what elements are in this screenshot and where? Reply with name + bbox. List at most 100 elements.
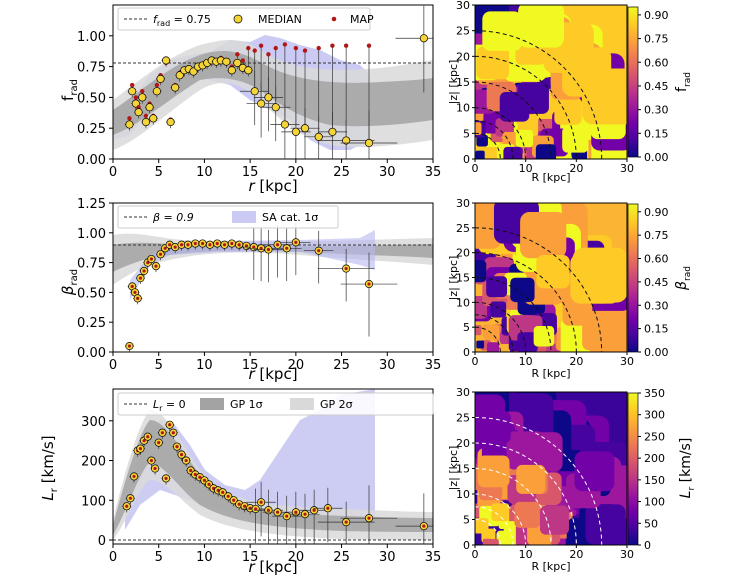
lr-map-point	[175, 445, 179, 449]
lr-y-tick-label: 0	[98, 534, 106, 549]
r2-voronoi-cell	[475, 325, 482, 336]
svg-text:SA cat. 1σ: SA cat. 1σ	[262, 211, 318, 224]
frad-median-point	[291, 127, 300, 136]
r1-voronoi-cell	[535, 144, 557, 159]
r3-colorbar-tick-label: 200	[644, 452, 665, 465]
r3-shell	[475, 506, 514, 545]
frad-y-tick-label: 0.75	[77, 61, 106, 76]
lr-y-tick-label: 200	[81, 455, 106, 470]
beta-map-point	[163, 246, 167, 250]
r3-x-tick-label: 20	[569, 548, 583, 561]
frad-x-tick-label: 0	[109, 165, 117, 180]
r1-shell	[475, 55, 577, 159]
r1-voronoi-cell	[515, 129, 534, 148]
frad-map-y-label: |z| [kpc]	[447, 60, 460, 105]
r2-voronoi-cell	[490, 301, 507, 318]
lr-map-point	[243, 504, 247, 508]
lr-map-y-label: |z| [kpc]	[447, 446, 460, 491]
beta-y-tick-label: 0.25	[77, 316, 106, 331]
r2-shell	[475, 326, 501, 352]
r1-x-tick-label: 30	[620, 162, 634, 175]
svg-text:Lr = 0: Lr = 0	[153, 398, 186, 413]
r2-shell	[475, 277, 552, 352]
beta-y-tick-label: 0.00	[77, 346, 106, 361]
frad-median-point	[271, 103, 280, 112]
frad-x-tick-label: 30	[379, 165, 396, 180]
beta-map-point	[208, 243, 212, 247]
r2-voronoi-cell	[572, 247, 627, 303]
r2-y-tick-label: 5	[463, 321, 470, 334]
lr-map-point	[189, 468, 193, 473]
frad-legend: frad = 0.75 MEDIAN MAP	[117, 7, 374, 31]
lr-map-point	[198, 475, 202, 479]
beta-map-point	[168, 243, 172, 247]
frad-median-point	[149, 114, 158, 123]
beta-map-point	[244, 244, 249, 248]
frad-median-point	[222, 57, 231, 66]
r2-y-tick-label: 20	[456, 247, 470, 260]
frad-median-point	[250, 87, 259, 96]
frad-median-point	[166, 117, 175, 127]
r1-colorbar-tick-label: 0.00	[644, 151, 669, 164]
frad-map-point	[366, 43, 372, 48]
r1-voronoi-cell	[475, 122, 482, 136]
r1-y-tick-label: 30	[456, 0, 470, 12]
frad-map-x-label: R [kpc]	[531, 171, 570, 184]
r3-y-tick-label: 10	[456, 488, 470, 501]
lr-map-point	[207, 482, 211, 486]
frad-x-axis-label: r [kpc]	[248, 177, 297, 195]
lr-map-x-ticks: 0 10 20 30	[472, 545, 634, 561]
svg-text:β = 0.9: β = 0.9	[152, 211, 194, 224]
r1-shell	[475, 107, 527, 159]
r2-x-tick-label: 30	[620, 355, 634, 368]
r2-shell	[475, 252, 577, 352]
frad-map-point	[130, 82, 135, 88]
beta-map-point	[138, 276, 143, 280]
r2-colorbar-tick-label: 0.90	[644, 206, 669, 219]
r1-x-tick-label: 20	[569, 162, 583, 175]
r2-shell	[475, 314, 514, 352]
r2-colorbar-tick-label: 0.60	[644, 253, 669, 266]
beta-x-tick-label: 25	[333, 358, 350, 373]
frad-x-tick-label: 15	[242, 165, 259, 180]
panel-lr: 0 5 10 15 20 25 30 35 0 100 200 300 Lr [km/s] r [k…	[39, 388, 441, 576]
beta-y-ticks: 0.00 0.25 0.50 0.75 1.00 1.25	[77, 197, 113, 361]
r3-shell	[475, 468, 552, 545]
frad-median-point	[152, 87, 161, 96]
r1-x-tick-label: 10	[519, 162, 533, 175]
frad-bands	[113, 35, 433, 150]
frad-map-point	[316, 45, 321, 51]
r3-colorbar-tick-label: 100	[644, 496, 665, 509]
r3-voronoi-cell	[487, 538, 499, 545]
r1-y-tick-label: 5	[463, 127, 470, 140]
lr-map-point	[179, 452, 184, 457]
r1-voronoi-cell	[518, 5, 565, 48]
beta-map-point	[367, 282, 371, 286]
r1-shell	[475, 81, 552, 159]
r3-shell	[475, 417, 603, 545]
frad-x-tick-label: 35	[425, 165, 442, 180]
beta-bands	[113, 230, 433, 300]
frad-points	[124, 5, 433, 159]
beta-y-tick-label: 0.50	[77, 286, 106, 301]
frad-map-point	[343, 43, 349, 48]
lr-x-tick-label: 25	[333, 550, 350, 565]
beta-map-point	[215, 241, 219, 246]
r1-voronoi-cell	[503, 146, 523, 159]
beta-map-point	[142, 269, 146, 273]
r2-voronoi-cell	[589, 314, 627, 352]
frad-map-point	[266, 52, 271, 57]
lr-map-point	[254, 507, 258, 511]
beta-map-point	[158, 252, 163, 256]
r3-voronoi-cell	[477, 455, 510, 488]
r2-x-tick-label: 10	[519, 355, 533, 368]
beta-x-tick-label: 15	[242, 358, 259, 373]
frad-map-point	[330, 43, 335, 48]
r3-y-tick-label: 0	[463, 539, 470, 552]
r2-voronoi-cell	[517, 332, 538, 352]
lr-map-point	[275, 510, 280, 514]
r3-voronoi-cell	[585, 504, 626, 545]
lr-map-point	[232, 498, 236, 502]
frad-colorbar	[627, 6, 639, 158]
lr-map-point	[184, 458, 188, 463]
